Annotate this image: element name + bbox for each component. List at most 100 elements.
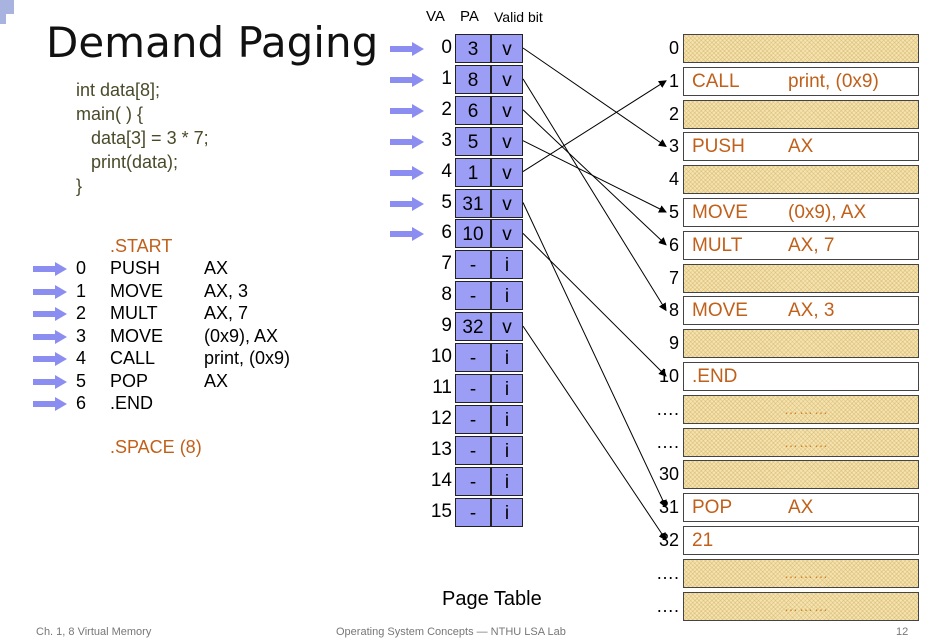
pa-mapping-line bbox=[522, 140, 667, 213]
memory-frame-operand: (0x9), AX bbox=[788, 202, 867, 223]
memory-frame-number: 0 bbox=[668, 38, 679, 58]
memory-frame-number: …. bbox=[655, 595, 679, 616]
asm-address: 5 bbox=[76, 370, 87, 391]
page-table-pa: - bbox=[455, 373, 491, 403]
page-table-valid-bit: i bbox=[491, 435, 523, 465]
memory-frame-opcode: MULT bbox=[692, 234, 743, 256]
asm-address: 4 bbox=[76, 348, 87, 368]
asm-address: 3 bbox=[76, 325, 87, 346]
page-table-pa: - bbox=[455, 404, 491, 434]
memory-frame: MULT AX, 7 bbox=[683, 230, 919, 260]
page-table-valid-bit: v bbox=[491, 157, 523, 187]
page-table-pa: - bbox=[455, 343, 491, 372]
page-table-va: 8 bbox=[441, 284, 452, 306]
page-table-valid-bit: i bbox=[491, 281, 523, 311]
memory-frame: ……… bbox=[683, 591, 919, 621]
memory-frame-number: 6 bbox=[668, 234, 679, 255]
asm-line-arrow-icon bbox=[33, 352, 67, 366]
page-table-va: 12 bbox=[430, 407, 452, 429]
asm-opcode: .END bbox=[110, 393, 154, 413]
pa-mapping-line bbox=[522, 233, 667, 377]
page-table-valid-bit: v bbox=[491, 126, 523, 156]
page-table-va: 11 bbox=[432, 376, 452, 398]
page-table-valid-bit: i bbox=[491, 343, 523, 372]
asm-line-arrow-icon bbox=[33, 307, 67, 321]
valid-bit-header: Valid bit bbox=[494, 9, 543, 25]
memory-frame: CALL print, (0x9) bbox=[683, 66, 919, 96]
asm-address: 2 bbox=[76, 303, 87, 323]
memory-frame-number: 4 bbox=[668, 169, 679, 190]
page-table-valid-bit: v bbox=[491, 188, 523, 218]
memory-frame-opcode: MOVE bbox=[692, 202, 748, 223]
memory-frame: PUSH AX bbox=[683, 132, 919, 162]
page-table-va: 3 bbox=[441, 129, 452, 151]
asm-operand: (0x9), AX bbox=[204, 325, 279, 346]
asm-line-arrow-icon bbox=[33, 284, 67, 299]
slide-title: Demand Paging bbox=[46, 18, 379, 67]
memory-frame-number: 9 bbox=[668, 333, 679, 354]
page-table-va: 14 bbox=[430, 469, 452, 491]
memory-frame-opcode: PUSH bbox=[692, 136, 745, 158]
memory-frame-ellipsis: ……… bbox=[784, 433, 829, 450]
va-header: VA bbox=[426, 8, 445, 25]
asm-space-directive: .SPACE (8) bbox=[110, 437, 202, 457]
asm-opcode: MOVE bbox=[110, 280, 164, 301]
memory-frame-number: 10 bbox=[658, 366, 679, 386]
pa-mapping-line bbox=[522, 109, 667, 246]
memory-frame-number: 1 bbox=[668, 70, 679, 91]
page-table-valid-bit: v bbox=[491, 312, 523, 342]
page-table-label: Page Table bbox=[442, 588, 542, 610]
asm-operand: AX bbox=[204, 370, 229, 391]
page-table-va: 4 bbox=[441, 160, 452, 182]
page-table-valid-bit: v bbox=[491, 95, 523, 125]
memory-frame-ellipsis: ……… bbox=[784, 400, 829, 417]
asm-start-directive: .START bbox=[110, 236, 173, 256]
memory-frame-operand: print, (0x9) bbox=[788, 70, 879, 92]
corner-decoration bbox=[0, 0, 14, 14]
page-table-va: 6 bbox=[441, 222, 452, 244]
page-table-pa: 6 bbox=[455, 95, 491, 125]
page-table-pa: 10 bbox=[455, 219, 491, 249]
memory-frame bbox=[683, 329, 919, 359]
memory-frame-number: …. bbox=[655, 562, 679, 583]
memory-frame bbox=[683, 263, 919, 293]
asm-line-arrow-icon bbox=[33, 397, 67, 411]
memory-frame-number: 2 bbox=[668, 103, 679, 124]
asm-line-arrow-icon bbox=[33, 374, 67, 389]
page-table-valid-bit: i bbox=[491, 373, 523, 403]
page-table-valid-bit: v bbox=[491, 219, 523, 249]
asm-address: 6 bbox=[76, 393, 87, 413]
page-table-pa: - bbox=[455, 250, 491, 280]
memory-frame-operand: AX bbox=[788, 136, 814, 158]
page-table-valid-bit: i bbox=[491, 250, 523, 280]
code-line: print(data); bbox=[76, 152, 179, 172]
page-table-pa: 5 bbox=[455, 126, 491, 156]
memory-frame: MOVE AX, 3 bbox=[683, 296, 919, 326]
page-table-valid-bit: i bbox=[491, 466, 523, 496]
asm-address: 0 bbox=[76, 258, 87, 278]
memory-frame bbox=[683, 99, 919, 129]
memory-frame-ellipsis: ……… bbox=[784, 564, 829, 581]
page-table-va: 15 bbox=[430, 500, 452, 522]
page-table-va: 5 bbox=[441, 191, 452, 213]
pa-mapping-line bbox=[522, 325, 667, 541]
asm-operand: print, (0x9) bbox=[204, 348, 291, 368]
corner-decoration-small bbox=[0, 14, 6, 24]
memory-frame-opcode: POP bbox=[692, 497, 733, 519]
page-table-valid-bit: i bbox=[491, 404, 523, 434]
va-arrow-icon bbox=[390, 196, 424, 211]
page-table-pa: 1 bbox=[455, 157, 491, 187]
memory-frame: ……… bbox=[683, 394, 919, 424]
footer-page-number: 12 bbox=[896, 626, 909, 638]
memory-frame-number: 3 bbox=[668, 136, 679, 157]
memory-frame: 21 bbox=[683, 526, 919, 555]
memory-frame-operand: AX, 3 bbox=[788, 300, 835, 322]
code-line: main( ) { bbox=[76, 104, 144, 124]
page-table-pa: - bbox=[455, 497, 491, 527]
memory-frame: .END bbox=[683, 362, 919, 391]
page-table-valid-bit: i bbox=[491, 497, 523, 527]
pa-mapping-line bbox=[522, 80, 667, 173]
code-line: int data[8]; bbox=[76, 80, 161, 100]
memory-frame: ……… bbox=[683, 427, 919, 457]
pa-header: PA bbox=[460, 8, 479, 25]
